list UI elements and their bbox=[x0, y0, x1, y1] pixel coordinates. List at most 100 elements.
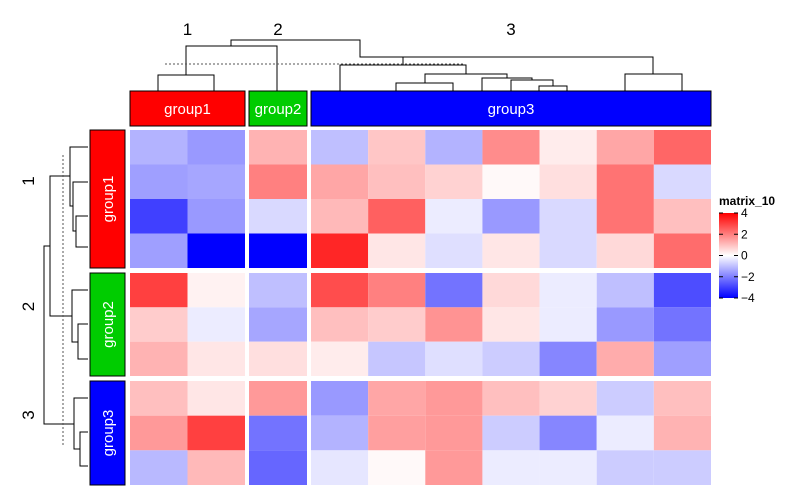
heatmap-cell-r3-c4 bbox=[311, 199, 369, 234]
heatmap-cell-r7-c10 bbox=[653, 341, 711, 376]
heatmap-cell-r1-c7 bbox=[482, 130, 540, 165]
heatmap-cell-r5-c4 bbox=[311, 273, 369, 308]
legend-color-bar bbox=[719, 213, 738, 298]
column-split-label-3: 3 bbox=[506, 20, 515, 39]
heatmap-cell-r4-c3 bbox=[249, 233, 307, 268]
heatmap-cell-r10-c6 bbox=[425, 450, 483, 485]
heatmap-cell-r10-c8 bbox=[539, 450, 597, 485]
heatmap-cell-r1-c1 bbox=[130, 130, 188, 165]
heatmap-cell-r4-c1 bbox=[130, 233, 188, 268]
heatmap-cell-r5-c7 bbox=[482, 273, 540, 308]
heatmap-cell-r1-c9 bbox=[596, 130, 654, 165]
heatmap-cell-r2-c6 bbox=[425, 164, 483, 199]
heatmap-cell-r7-c4 bbox=[311, 341, 369, 376]
heatmap-cell-r8-c8 bbox=[539, 381, 597, 416]
heatmap-cell-r8-c2 bbox=[187, 381, 245, 416]
heatmap-cell-r8-c1 bbox=[130, 381, 188, 416]
heatmap-cell-r2-c2 bbox=[187, 164, 245, 199]
heatmap-cell-r7-c9 bbox=[596, 341, 654, 376]
heatmap-cell-r7-c1 bbox=[130, 341, 188, 376]
heatmap-cell-r4-c7 bbox=[482, 233, 540, 268]
column-split-label-2: 2 bbox=[273, 20, 282, 39]
heatmap-cell-r7-c8 bbox=[539, 341, 597, 376]
heatmap-cell-r6-c10 bbox=[653, 307, 711, 342]
heatmap-cell-r2-c3 bbox=[249, 164, 307, 199]
heatmap-cell-r6-c2 bbox=[187, 307, 245, 342]
heatmap-cell-r9-c3 bbox=[249, 415, 307, 451]
legend-tick-label-1: 4 bbox=[741, 206, 748, 220]
heatmap-cell-r6-c9 bbox=[596, 307, 654, 342]
heatmap-cell-r3-c7 bbox=[482, 199, 540, 234]
legend-tick-label-2: 2 bbox=[741, 227, 748, 241]
heatmap-cell-r6-c4 bbox=[311, 307, 369, 342]
heatmap-cell-r2-c8 bbox=[539, 164, 597, 199]
heatmap-cell-r8-c4 bbox=[311, 381, 369, 416]
row-split-label-1: 1 bbox=[19, 176, 38, 185]
heatmap-cell-r3-c10 bbox=[653, 199, 711, 234]
heatmap-cell-r5-c3 bbox=[249, 273, 307, 308]
heatmap-cell-r1-c5 bbox=[368, 130, 426, 165]
heatmap-cell-r9-c2 bbox=[187, 415, 245, 451]
heatmap-cell-r7-c3 bbox=[249, 341, 307, 376]
heatmap-cell-r9-c4 bbox=[311, 415, 369, 451]
heatmap-cell-r9-c8 bbox=[539, 415, 597, 451]
heatmap-cell-r2-c5 bbox=[368, 164, 426, 199]
heatmap-cell-r5-c2 bbox=[187, 273, 245, 308]
column-annotations: 1 group1 2 group2 3 group3 bbox=[129, 20, 712, 127]
row-group-label-1: group1 bbox=[100, 176, 117, 223]
row-annotations: 1 group1 2 group2 3 group3 bbox=[19, 129, 126, 486]
row-split-label-3: 3 bbox=[19, 410, 38, 419]
row-dendrogram bbox=[43, 146, 88, 467]
heatmap-cell-r5-c10 bbox=[653, 273, 711, 308]
heatmap-cell-r4-c2 bbox=[187, 233, 245, 268]
column-group-bar-2 bbox=[248, 90, 308, 127]
column-group-label-3: group3 bbox=[488, 101, 535, 118]
heatmap-cell-r10-c7 bbox=[482, 450, 540, 485]
legend-tick-label-4: −2 bbox=[741, 270, 755, 284]
heatmap-cell-r9-c5 bbox=[368, 415, 426, 451]
column-dendrogram bbox=[157, 39, 683, 93]
heatmap-cell-r1-c2 bbox=[187, 130, 245, 165]
heatmap-cell-r4-c8 bbox=[539, 233, 597, 268]
heatmap-cell-r3-c6 bbox=[425, 199, 483, 234]
heatmap-cell-r1-c10 bbox=[653, 130, 711, 165]
row-split-label-2: 2 bbox=[19, 302, 38, 311]
heatmap-cell-r2-c4 bbox=[311, 164, 369, 199]
heatmap-cell-r6-c3 bbox=[249, 307, 307, 342]
heatmap-cell-r8-c9 bbox=[596, 381, 654, 416]
heatmap-cells bbox=[130, 130, 711, 485]
row-group-label-2: group2 bbox=[100, 301, 117, 348]
heatmap-cell-r1-c3 bbox=[249, 130, 307, 165]
heatmap-cell-r8-c5 bbox=[368, 381, 426, 416]
row-group-bar-3 bbox=[89, 380, 126, 486]
heatmap-cell-r5-c1 bbox=[130, 273, 188, 308]
heatmap-cell-r7-c2 bbox=[187, 341, 245, 376]
heatmap-cell-r6-c5 bbox=[368, 307, 426, 342]
heatmap-cell-r5-c5 bbox=[368, 273, 426, 308]
color-legend: matrix_10 4 2 0 −2 −4 bbox=[719, 194, 775, 305]
heatmap-cell-r10-c4 bbox=[311, 450, 369, 485]
heatmap-cell-r5-c8 bbox=[539, 273, 597, 308]
column-group-label-2: group2 bbox=[255, 101, 302, 118]
heatmap-cell-r8-c3 bbox=[249, 381, 307, 416]
heatmap-cell-r2-c9 bbox=[596, 164, 654, 199]
legend-tick-label-3: 0 bbox=[741, 249, 748, 263]
heatmap-cell-r3-c5 bbox=[368, 199, 426, 234]
heatmap-cell-r10-c1 bbox=[130, 450, 188, 485]
row-group-label-3: group3 bbox=[100, 410, 117, 457]
heatmap-cell-r1-c4 bbox=[311, 130, 369, 165]
heatmap-cell-r4-c4 bbox=[311, 233, 369, 268]
heatmap-cell-r10-c3 bbox=[249, 450, 307, 485]
heatmap-cell-r9-c6 bbox=[425, 415, 483, 451]
heatmap-cell-r9-c9 bbox=[596, 415, 654, 451]
column-group-bar-1 bbox=[129, 90, 246, 127]
heatmap-cell-r2-c1 bbox=[130, 164, 188, 199]
heatmap-cell-r4-c6 bbox=[425, 233, 483, 268]
heatmap-cell-r3-c1 bbox=[130, 199, 188, 234]
legend-title: matrix_10 bbox=[719, 194, 775, 208]
heatmap-cell-r6-c7 bbox=[482, 307, 540, 342]
heatmap-cell-r1-c8 bbox=[539, 130, 597, 165]
heatmap-cell-r10-c9 bbox=[596, 450, 654, 485]
heatmap-cell-r3-c2 bbox=[187, 199, 245, 234]
